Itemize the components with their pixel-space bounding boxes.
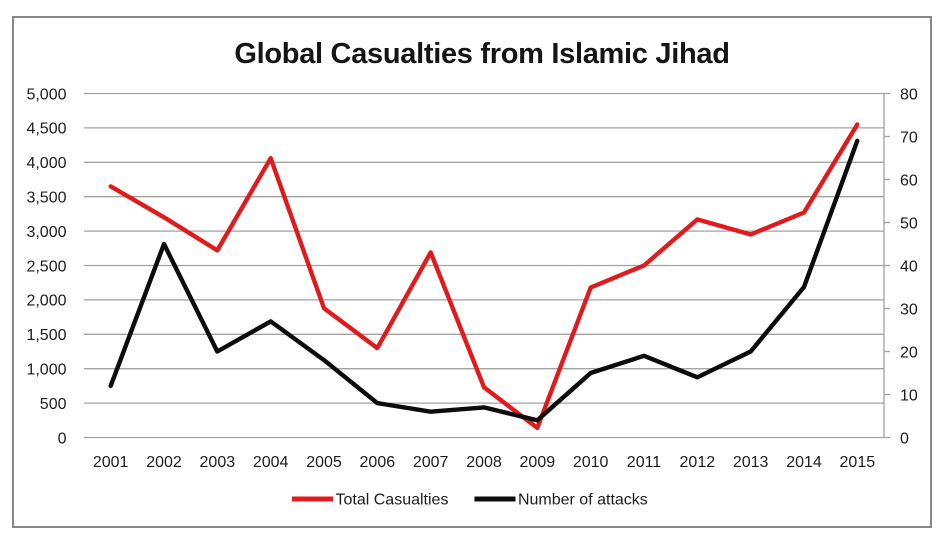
chart-border [13, 17, 931, 527]
x-axis-year-label: 2013 [733, 454, 769, 471]
right-axis-tick-label: 60 [900, 172, 918, 189]
x-axis-year-label: 2002 [146, 454, 182, 471]
right-axis-labels: 0 10 20 30 40 50 60 70 80 [900, 86, 918, 447]
left-axis-tick-label: 4,500 [26, 121, 66, 138]
right-axis-tick-label: 80 [900, 86, 918, 103]
left-axis-tick-label: 4,000 [26, 155, 66, 172]
right-axis [883, 92, 890, 439]
chart-border-stroke [12, 16, 932, 528]
x-axis-year-label: 2015 [840, 454, 876, 471]
legend-label: Number of attacks [518, 492, 648, 509]
x-axis-year-label: 2003 [200, 454, 236, 471]
right-axis-tick-label: 0 [900, 430, 909, 447]
left-axis-tick-label: 2,000 [26, 293, 66, 310]
chart-title: Global Casualties from Islamic Jihad [234, 38, 729, 70]
x-axis-year-label: 2009 [520, 454, 556, 471]
gridlines [84, 92, 884, 439]
x-axis-labels: 2001 2002 2003 2004 2005 2006 2007 2008 2009 2010… [93, 454, 875, 471]
x-axis-year-label: 2010 [573, 454, 609, 471]
x-axis-year-label: 2005 [306, 454, 342, 471]
left-axis-tick-label: 5,000 [26, 86, 66, 103]
right-axis-tick-label: 50 [900, 215, 918, 232]
right-axis-tick-label: 20 [900, 344, 918, 361]
right-axis-tick-label: 40 [900, 258, 918, 275]
x-axis-year-label: 2007 [413, 454, 449, 471]
x-axis-year-label: 2004 [253, 454, 289, 471]
right-axis-tick-label: 10 [900, 387, 918, 404]
legend-label: Total Casualties [336, 492, 449, 509]
left-axis-labels: 0 500 1,000 1,500 2,000 2,500 3,000 3,500 4,000 4… [26, 86, 66, 447]
series-line-right [108, 138, 860, 423]
right-axis-tick-label: 70 [900, 129, 918, 146]
series-line-left [108, 122, 860, 431]
left-axis-tick-label: 1,000 [26, 362, 66, 379]
left-axis-tick-label: 500 [40, 396, 67, 413]
left-axis-tick-label: 2,500 [26, 258, 66, 275]
x-axis-year-label: 2012 [680, 454, 716, 471]
left-axis-tick-label: 3,500 [26, 190, 66, 207]
legend: Total Casualties Number of attacks [292, 492, 648, 509]
x-axis-year-label: 2014 [786, 454, 822, 471]
left-axis-tick-label: 3,000 [26, 224, 66, 241]
series-lines [108, 122, 860, 431]
x-axis-year-label: 2008 [466, 454, 502, 471]
left-axis-tick-label: 0 [58, 430, 67, 447]
right-axis-tick-label: 30 [900, 301, 918, 318]
x-axis-year-label: 2011 [627, 454, 662, 471]
left-axis-tick-label: 1,500 [26, 327, 66, 344]
x-axis-year-label: 2001 [93, 454, 129, 471]
x-axis-year-label: 2006 [360, 454, 396, 471]
